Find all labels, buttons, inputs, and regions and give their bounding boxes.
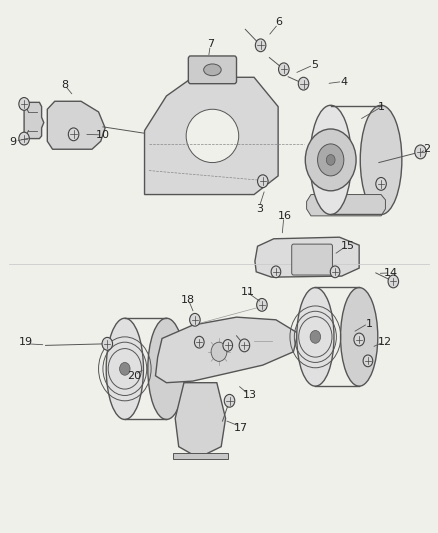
Circle shape (326, 155, 335, 165)
Text: 18: 18 (180, 295, 194, 304)
Circle shape (310, 330, 321, 343)
Circle shape (279, 63, 289, 76)
Circle shape (239, 339, 250, 352)
Circle shape (223, 340, 233, 351)
Polygon shape (47, 101, 105, 149)
Text: 2: 2 (424, 144, 431, 154)
Ellipse shape (360, 106, 402, 215)
Text: 1: 1 (378, 102, 385, 111)
Text: 4: 4 (340, 77, 347, 86)
Circle shape (194, 336, 204, 348)
Text: 16: 16 (278, 211, 292, 221)
Circle shape (363, 355, 373, 367)
Text: 6: 6 (276, 18, 283, 27)
Text: 10: 10 (96, 130, 110, 140)
Text: 1: 1 (366, 319, 373, 328)
Ellipse shape (148, 318, 185, 419)
Text: 14: 14 (384, 268, 398, 278)
Text: 8: 8 (61, 80, 68, 90)
Polygon shape (307, 195, 385, 216)
Circle shape (354, 333, 364, 346)
Polygon shape (145, 77, 278, 195)
Circle shape (330, 266, 340, 278)
Polygon shape (173, 453, 228, 459)
Text: 13: 13 (243, 391, 257, 400)
Circle shape (102, 337, 113, 350)
Ellipse shape (310, 106, 351, 215)
FancyBboxPatch shape (292, 244, 332, 275)
Text: 12: 12 (378, 337, 392, 347)
Polygon shape (24, 102, 44, 139)
FancyBboxPatch shape (188, 56, 237, 84)
Text: 17: 17 (234, 423, 248, 433)
Polygon shape (155, 317, 298, 383)
Circle shape (211, 342, 227, 361)
Circle shape (224, 394, 235, 407)
Ellipse shape (186, 109, 239, 163)
Ellipse shape (204, 64, 221, 76)
Ellipse shape (340, 288, 378, 386)
Circle shape (19, 132, 29, 145)
Text: 15: 15 (340, 241, 354, 251)
Text: 9: 9 (10, 138, 17, 147)
Text: 5: 5 (311, 60, 318, 70)
Text: 7: 7 (207, 39, 214, 49)
Circle shape (257, 298, 267, 311)
Circle shape (318, 144, 344, 176)
Ellipse shape (297, 288, 334, 386)
Text: 19: 19 (18, 337, 32, 347)
Circle shape (298, 77, 309, 90)
Circle shape (376, 177, 386, 190)
Circle shape (190, 313, 200, 326)
Circle shape (255, 39, 266, 52)
Circle shape (415, 145, 426, 159)
Circle shape (271, 266, 281, 278)
Polygon shape (175, 383, 226, 454)
Polygon shape (255, 237, 359, 277)
Circle shape (388, 275, 399, 288)
Text: 20: 20 (127, 371, 141, 381)
Circle shape (305, 129, 356, 191)
Text: 11: 11 (240, 287, 254, 296)
Text: 3: 3 (256, 205, 263, 214)
Circle shape (68, 128, 79, 141)
Ellipse shape (106, 318, 143, 419)
Circle shape (258, 175, 268, 188)
Circle shape (120, 362, 130, 375)
Circle shape (19, 98, 29, 110)
